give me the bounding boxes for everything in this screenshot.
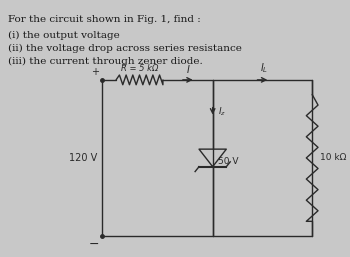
Text: 50 V: 50 V xyxy=(218,157,238,166)
Text: (iii) the current through zener diode.: (iii) the current through zener diode. xyxy=(8,57,203,66)
Text: (ii) the voltage drop across series resistance: (ii) the voltage drop across series resi… xyxy=(8,44,242,53)
Text: $I_z$: $I_z$ xyxy=(218,105,226,118)
Text: 120 V: 120 V xyxy=(69,153,98,163)
Text: I: I xyxy=(186,65,189,75)
Text: +: + xyxy=(91,67,99,77)
Text: For the circuit shown in Fig. 1, find :: For the circuit shown in Fig. 1, find : xyxy=(8,14,201,23)
Text: (i) the output voltage: (i) the output voltage xyxy=(8,31,120,40)
Text: R = 5 kΩ: R = 5 kΩ xyxy=(121,64,158,73)
Text: 10 kΩ: 10 kΩ xyxy=(320,153,346,162)
Text: −: − xyxy=(89,238,99,251)
Text: $I_L$: $I_L$ xyxy=(260,61,268,75)
